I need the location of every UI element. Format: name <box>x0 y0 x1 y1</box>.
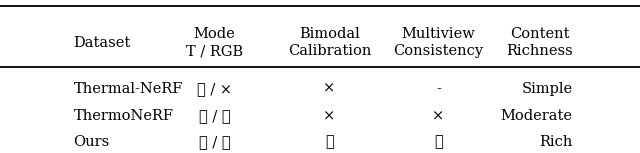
Text: Dataset: Dataset <box>74 36 131 50</box>
Text: Bimodal
Calibration: Bimodal Calibration <box>288 27 371 58</box>
Text: ✓ / ✓: ✓ / ✓ <box>198 109 230 123</box>
Text: Thermal-NeRF: Thermal-NeRF <box>74 82 183 96</box>
Text: Rich: Rich <box>540 135 573 149</box>
Text: ×: × <box>432 109 445 123</box>
Text: ×: × <box>323 109 336 123</box>
Text: ✓ / ✓: ✓ / ✓ <box>198 135 230 149</box>
Text: ✓ / ×: ✓ / × <box>197 82 232 96</box>
Text: Ours: Ours <box>74 135 110 149</box>
Text: Multiview
Consistency: Multiview Consistency <box>394 27 483 58</box>
Text: ✓: ✓ <box>434 135 443 149</box>
Text: ThermoNeRF: ThermoNeRF <box>74 109 173 123</box>
Text: -: - <box>436 82 441 96</box>
Text: Content
Richness: Content Richness <box>506 27 573 58</box>
Text: Mode
T / RGB: Mode T / RGB <box>186 27 243 58</box>
Text: Simple: Simple <box>522 82 573 96</box>
Text: ✓: ✓ <box>325 135 334 149</box>
Text: ×: × <box>323 82 336 96</box>
Text: Moderate: Moderate <box>500 109 573 123</box>
